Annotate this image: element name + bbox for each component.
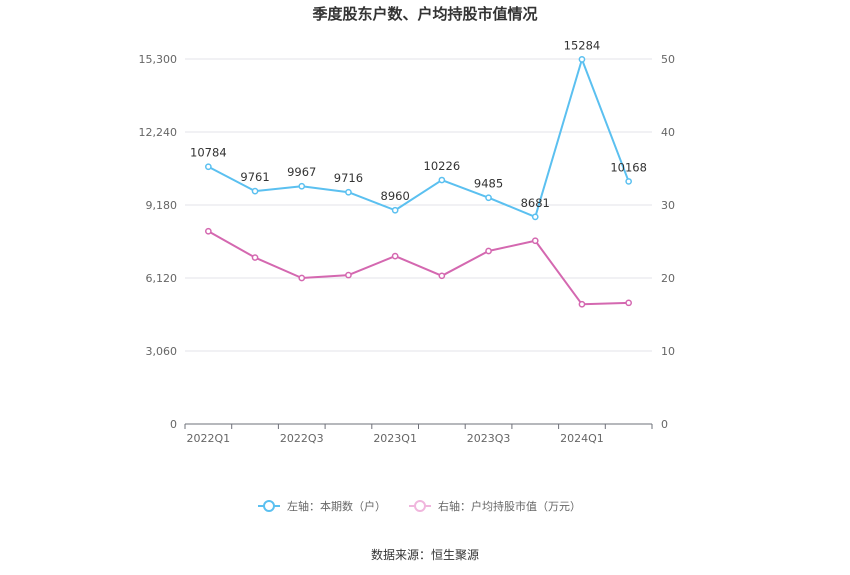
data-label: 10168: [610, 160, 647, 174]
series-1-point: [625, 178, 633, 185]
series-2-point: [485, 247, 492, 255]
right-axis-tick-label: 30: [661, 199, 675, 212]
right-axis-tick-label: 40: [661, 126, 675, 139]
series-2-point: [625, 299, 633, 307]
left-axis-tick-label: 3,060: [146, 345, 178, 358]
series-2-point: [205, 227, 212, 235]
grid-lines: [185, 58, 652, 352]
series-line-2: [207, 230, 629, 306]
chart-title: 季度股东户数、户均持股市值情况: [312, 5, 537, 23]
axes: 0 0 3,060 10 6,120 20 9,180 30 12,240 40 15,300 50 2…: [139, 53, 676, 445]
data-label: 9716: [334, 171, 363, 185]
series-2-point: [251, 254, 259, 261]
right-axis-tick-label: 20: [661, 272, 675, 285]
legend-swatch-marker: [263, 500, 275, 512]
data-label: 9761: [240, 170, 269, 184]
data-label: 10226: [424, 159, 461, 173]
legend-item-1[interactable]: 左轴：本期数（户）: [258, 499, 386, 513]
source-note: 数据来源：恒生聚源: [371, 547, 479, 562]
left-axis-tick-label: 9,180: [146, 199, 178, 212]
series-1-point: [531, 213, 539, 221]
series-1-point: [485, 194, 492, 202]
legend-item-2[interactable]: 右轴：户均持股市值（万元）: [409, 499, 581, 513]
series-lines: [205, 56, 633, 308]
left-axis-tick-label: 6,120: [146, 272, 178, 285]
legend-swatch-marker: [414, 500, 426, 512]
data-label: 8960: [381, 189, 410, 203]
x-axis-tick-label: 2022Q3: [280, 432, 324, 445]
x-axis-tick-label: 2024Q1: [560, 432, 604, 445]
series-2-point: [438, 272, 446, 280]
x-axis-tick-label: 2023Q3: [467, 432, 511, 445]
series-1-point: [298, 182, 306, 190]
right-axis-tick-label: 0: [661, 418, 668, 431]
series-1-point: [438, 176, 446, 184]
left-axis-tick-label: 15,300: [139, 53, 178, 66]
series-2-point: [531, 237, 539, 245]
series-1-point: [345, 188, 352, 196]
right-axis-tick-label: 50: [661, 53, 675, 66]
right-axis-tick-label: 10: [661, 345, 675, 358]
series-1-point: [205, 163, 212, 171]
legend-label: 右轴：户均持股市值（万元）: [438, 499, 581, 513]
data-label: 9485: [474, 177, 503, 191]
series-2-point: [298, 274, 306, 282]
data-label: 10784: [190, 146, 227, 160]
series-1-point: [578, 56, 586, 63]
series-1-point: [251, 187, 259, 195]
data-labels: 10784 9761 9967 9716 8960 10226 9485 8681 15284 1…: [190, 38, 647, 210]
series-2-point: [578, 300, 586, 308]
series-2-point: [391, 252, 399, 260]
series-1-point: [391, 206, 399, 214]
data-label: 15284: [564, 38, 601, 52]
legend-label: 左轴：本期数（户）: [287, 499, 386, 513]
series-2-point: [345, 271, 352, 279]
series-line-1: [207, 58, 630, 218]
left-axis-tick-label: 12,240: [139, 126, 178, 139]
legend[interactable]: 左轴：本期数（户） 右轴：户均持股市值（万元）: [258, 499, 581, 513]
left-axis-tick-label: 0: [170, 418, 177, 431]
x-axis-tick-label: 2022Q1: [187, 432, 231, 445]
x-axis-tick-label: 2023Q1: [373, 432, 417, 445]
data-label: 9967: [287, 165, 316, 179]
data-label: 8681: [521, 196, 550, 210]
